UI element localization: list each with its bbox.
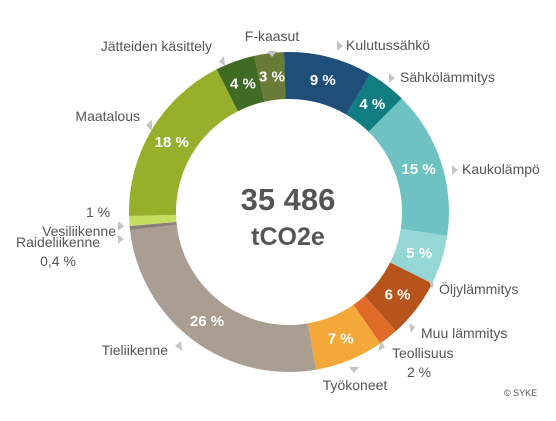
slice-kulutussahko [283,51,371,115]
slice-pct-label-jatteiden-kasittely: 4 % [230,76,256,93]
slice-tyokoneet [308,304,381,370]
slice-kaukolampo [368,98,449,236]
pointer-arrow-teollisuus [378,341,385,351]
slice-pct-label-oljylammitys: 5 % [406,245,432,262]
pointer-arrow-oljylammitys [428,279,434,289]
ext-label-vesiliikenne: Vesiliikenne [42,223,116,239]
ext-label-oljylammitys: Öljylämmitys [439,280,518,297]
ext-value-raideliikenne: 0,4 % [40,253,76,269]
pointer-arrow-maatalous [146,120,152,131]
center-total-value: 35 486 [241,182,336,217]
pointer-arrow-tyokoneet [349,367,359,373]
slice-pct-label-maatalous: 18 % [155,134,189,151]
pointer-arrow-tieliikenne [175,341,182,351]
ext-label-sahkolammitys: Sähkölämmitys [400,69,495,85]
pointer-arrow-vesiliikenne [118,221,124,231]
pointer-arrow-raideliikenne [118,235,124,244]
ext-label-tyokoneet: Työkoneet [323,377,388,393]
ext-value-teollisuus: 2 % [407,364,431,380]
ext-label-kulutussahko: Kulutussähkö [346,37,430,53]
ext-label-jatteiden-kasittely: Jätteiden käsittely [101,38,212,54]
pointers-group [118,41,458,373]
slice-pct-label-tieliikenne: 26 % [190,313,224,330]
ext-label-teollisuus: Teollisuus [392,345,453,361]
slice-maatalous [129,69,238,217]
center-total-unit: tCO2e [251,223,325,251]
slice-vesiliikenne [129,214,177,227]
pointer-arrow-f-kaasut [267,51,277,57]
ext-label-tieliikenne: Tieliikenne [102,342,169,358]
pointer-arrow-jatteiden-kasittely [219,56,225,66]
ext-label-kaukolampo: Kaukolämpö [462,161,540,177]
slice-muu-lammitys [364,262,433,331]
slice-raideliikenne [129,221,177,231]
ext-label-maatalous: Maatalous [75,108,140,124]
slice-teollisuus [353,296,396,344]
slice-pct-label-f-kaasut: 3 % [259,69,285,86]
ext-label-muu-lammitys: Muu lämmitys [421,325,507,341]
external-labels-group: Kulutussähkö Sähkölämmitys Kaukolämpö Öljyl… [16,28,540,393]
ext-label-f-kaasut: F-kaasut [245,28,300,44]
slice-pct-label-kulutussahko: 9 % [310,72,336,89]
pointer-arrow-kulutussahko [337,41,343,51]
source-credit: © SYKE [504,388,537,398]
slice-oljylammitys [390,228,448,284]
slice-sahkolammitys [346,74,402,132]
slice-pct-label-tyokoneet: 7 % [328,330,354,347]
slice-f-kaasut [254,52,286,102]
slice-pct-label-muu-lammitys: 6 % [385,287,411,304]
pointer-arrow-sahkolammitys [389,73,395,83]
slice-jatteiden-kasittely [216,55,265,112]
slice-pct-label-sahkolammitys: 4 % [359,96,385,113]
ext-value-vesiliikenne: 1 % [86,204,110,220]
slice-tieliikenne [130,224,316,372]
pointer-arrow-muu-lammitys [409,323,415,333]
ext-label-raideliikenne: Raideliikenne [16,234,100,250]
pointer-arrow-kaukolampo [452,165,458,175]
slices-group: 9 %4 %15 %5 %6 %7 %26 %18 %4 % 3 % [129,51,449,372]
slice-pct-label-kaukolampo: 15 % [401,161,435,178]
